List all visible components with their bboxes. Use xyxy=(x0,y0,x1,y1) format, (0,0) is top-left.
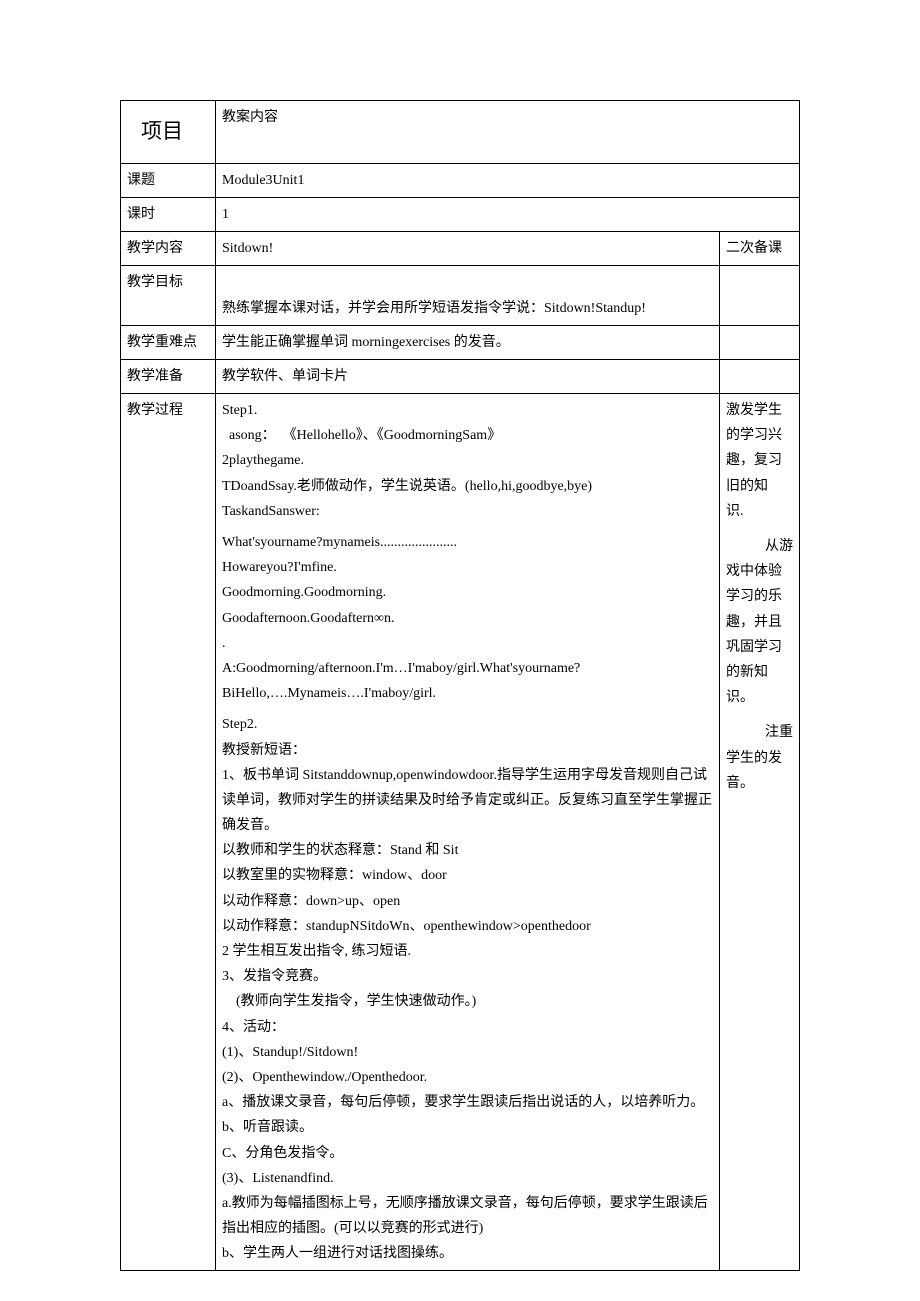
process-s2-2: 以教师和学生的状态释意：Stand 和 Sit xyxy=(222,838,713,863)
process-s2-13: b、听音跟读。 xyxy=(222,1115,713,1140)
row-content: 教学内容 Sitdown! 二次备课 xyxy=(121,232,800,266)
note2-l6: 的新知 xyxy=(726,660,793,685)
lesson-plan-table: 项目 教案内容 课题 Module3Unit1 课时 1 教学内容 Sitdow… xyxy=(120,100,800,1271)
process-s2-4: 以动作释意：down>up、open xyxy=(222,889,713,914)
label-topic: 课题 xyxy=(121,163,216,197)
note1-l3: 趣，复习 xyxy=(726,448,793,473)
label-item: 项目 xyxy=(121,101,216,164)
label-keypoint: 教学重难点 xyxy=(121,325,216,359)
value-objective: 熟练掌握本课对话，并学会用所学短语发指令学说：Sitdown!Standup! xyxy=(216,266,720,325)
value-content: Sitdown! xyxy=(216,232,720,266)
note2-l2: 戏中体验 xyxy=(726,559,793,584)
process-s2-12: a、播放课文录音，每句后停顿，要求学生跟读后指出说话的人，以培养听力。 xyxy=(222,1090,713,1115)
row-period: 课时 1 xyxy=(121,197,800,231)
process-s1-q4: Goodafternoon.Goodaftern∞n. xyxy=(222,606,713,631)
process-s2-16: a.教师为每幅插图标上号，无顺序播放课文录音，每句后停顿，要求学生跟读后指出相应… xyxy=(222,1191,713,1241)
row-keypoint: 教学重难点 学生能正确掌握单词 morningexercises 的发音。 xyxy=(121,325,800,359)
process-s2-15: (3)、Listenandfind. xyxy=(222,1166,713,1191)
process-s1-q1: What'syourname?mynameis.................… xyxy=(222,530,713,555)
value-process: Step1. asong： 《Hellohello》、《GoodmorningS… xyxy=(216,394,720,1271)
note2-l1: 从游 xyxy=(726,534,793,559)
note3-l2: 学生的发 xyxy=(726,746,793,771)
note1-l4: 旧的知 xyxy=(726,474,793,499)
process-s1-q3: Goodmorning.Goodmorning. xyxy=(222,580,713,605)
value-prep: 教学软件、单词卡片 xyxy=(216,359,720,393)
process-step1-title: Step1. xyxy=(222,398,713,423)
process-s2-17: b、学生两人一组进行对话找图操练。 xyxy=(222,1241,713,1266)
note1-l5: 识. xyxy=(726,499,793,524)
process-s2-teach: 教授新短语： xyxy=(222,738,713,763)
note2-l4: 趣，并且 xyxy=(726,610,793,635)
note2-l7: 识。 xyxy=(726,685,793,710)
label-period: 课时 xyxy=(121,197,216,231)
notes-objective xyxy=(720,266,800,325)
notes-keypoint xyxy=(720,325,800,359)
process-s1-b: BiHello,….Mynameis….I'maboy/girl. xyxy=(222,681,713,706)
process-s2-6: 2 学生相互发出指令, 练习短语. xyxy=(222,939,713,964)
row-process: 教学过程 Step1. asong： 《Hellohello》、《Goodmor… xyxy=(121,394,800,1271)
row-item: 项目 教案内容 xyxy=(121,101,800,164)
note1-l2: 的学习兴 xyxy=(726,423,793,448)
process-s1-do: TDoandSsay.老师做动作，学生说英语。(hello,hi,goodbye… xyxy=(222,474,713,499)
label-objective: 教学目标 xyxy=(121,266,216,325)
process-s2-11: (2)、Openthewindow./Openthedoor. xyxy=(222,1065,713,1090)
note3-l3: 音。 xyxy=(726,771,793,796)
label-content: 教学内容 xyxy=(121,232,216,266)
note2-l3: 学习的乐 xyxy=(726,584,793,609)
process-s1-a: A:Goodmorning/afternoon.I'm…I'maboy/girl… xyxy=(222,656,713,681)
process-s1-task: TaskandSanswer: xyxy=(222,499,713,524)
process-s2-3: 以教室里的实物释意：window、door xyxy=(222,863,713,888)
process-s1-dot: . xyxy=(222,631,713,656)
value-item-content: 教案内容 xyxy=(216,101,800,164)
process-s2-5: 以动作释意：standupNSitdoWn、openthewindow>open… xyxy=(222,914,713,939)
row-objective: 教学目标 熟练掌握本课对话，并学会用所学短语发指令学说：Sitdown!Stan… xyxy=(121,266,800,325)
process-s2-9: 4、活动： xyxy=(222,1015,713,1040)
notes-prep xyxy=(720,359,800,393)
process-s2-7: 3、发指令竞赛。 xyxy=(222,964,713,989)
notes-process: 激发学生 的学习兴 趣，复习 旧的知 识. 从游 戏中体验 学习的乐 趣，并且 … xyxy=(720,394,800,1271)
row-prep: 教学准备 教学软件、单词卡片 xyxy=(121,359,800,393)
value-topic: Module3Unit1 xyxy=(216,163,800,197)
row-topic: 课题 Module3Unit1 xyxy=(121,163,800,197)
process-s2-14: C、分角色发指令。 xyxy=(222,1141,713,1166)
note3-l1: 注重 xyxy=(726,720,793,745)
label-process: 教学过程 xyxy=(121,394,216,1271)
value-keypoint: 学生能正确掌握单词 morningexercises 的发音。 xyxy=(216,325,720,359)
value-period: 1 xyxy=(216,197,800,231)
label-secondary: 二次备课 xyxy=(720,232,800,266)
label-prep: 教学准备 xyxy=(121,359,216,393)
objective-text: 熟练掌握本课对话，并学会用所学短语发指令学说：Sitdown!Standup! xyxy=(222,296,713,321)
process-s2-10: (1)、Standup!/Sitdown! xyxy=(222,1040,713,1065)
process-s2-1: 1、板书单词 Sitstanddownup,openwindowdoor.指导学… xyxy=(222,763,713,839)
process-s2-8: (教师向学生发指令，学生快速做动作。) xyxy=(222,989,713,1014)
process-s1-song: asong： 《Hellohello》、《GoodmorningSam》 xyxy=(222,423,713,448)
note2-l5: 巩固学习 xyxy=(726,635,793,660)
process-s1-play: 2playthegame. xyxy=(222,448,713,473)
process-s1-q2: Howareyou?I'mfine. xyxy=(222,555,713,580)
process-step2-title: Step2. xyxy=(222,712,713,737)
note1-l1: 激发学生 xyxy=(726,398,793,423)
